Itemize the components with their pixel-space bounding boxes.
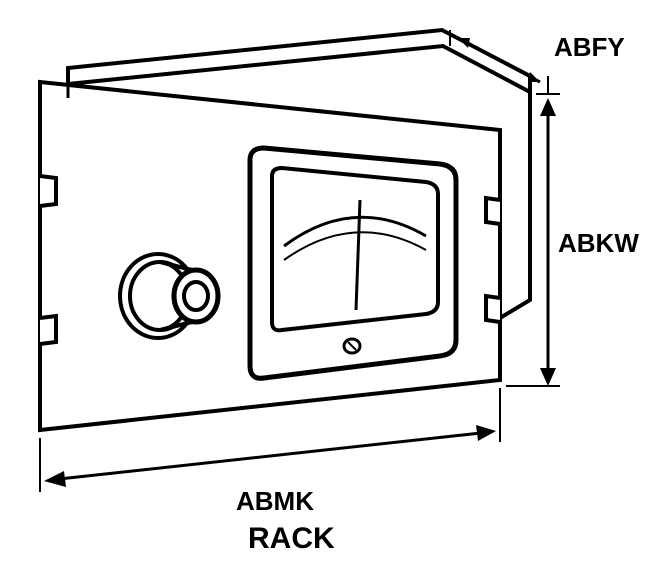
knob-center xyxy=(184,282,208,310)
label-abkw: ABKW xyxy=(558,228,639,259)
technical-diagram: ABFY ABKW ABMK RACK xyxy=(0,0,669,580)
mount-notch-left-bottom xyxy=(40,316,56,344)
label-abfy: ABFY xyxy=(554,32,625,63)
box-right-edge xyxy=(500,76,530,318)
mount-notch-right-top xyxy=(486,198,500,224)
mount-notch-left-top xyxy=(40,176,56,206)
rack-meter-illustration xyxy=(0,0,669,580)
diagram-title: RACK xyxy=(248,522,335,556)
label-abmk: ABMK xyxy=(236,486,314,517)
dimension-abkw xyxy=(506,94,560,386)
mount-notch-right-bottom xyxy=(486,296,500,322)
